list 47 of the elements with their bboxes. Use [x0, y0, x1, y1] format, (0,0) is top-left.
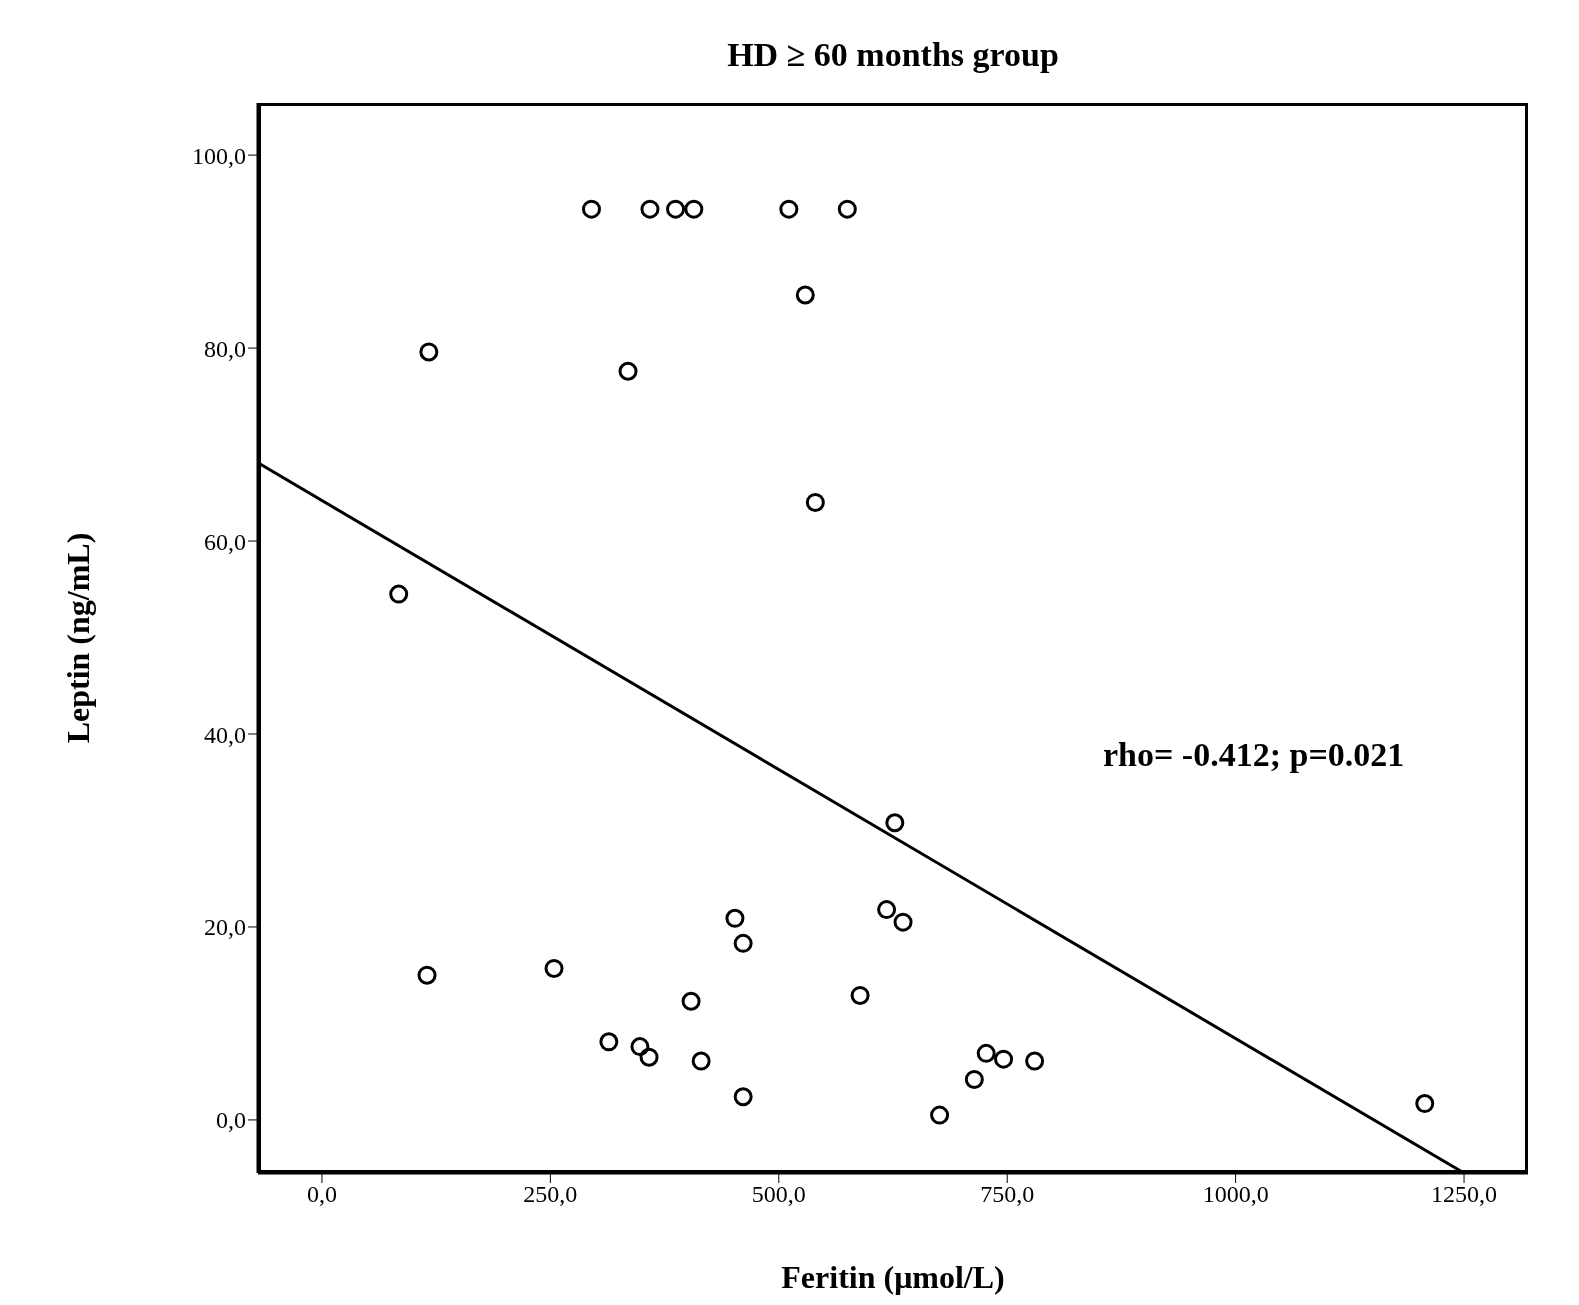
- point: [666, 199, 686, 219]
- y-tick-label: 80,0: [204, 335, 246, 362]
- point: [733, 1087, 753, 1107]
- point: [976, 1043, 996, 1063]
- point: [630, 1037, 650, 1057]
- point: [581, 199, 601, 219]
- point: [419, 342, 439, 362]
- x-tick-label: 750,0: [980, 1181, 1035, 1208]
- point: [994, 1049, 1014, 1069]
- x-axis-title: Feritin (μmol/L): [781, 1259, 1005, 1295]
- point: [1025, 1051, 1045, 1071]
- annotation: rho= -0.412; p=0.021: [1103, 736, 1405, 774]
- x-tick-label: 0,0: [306, 1181, 337, 1208]
- point: [640, 199, 660, 219]
- y-tick-label: 100,0: [192, 142, 246, 169]
- point: [779, 199, 799, 219]
- point: [837, 199, 857, 219]
- point: [805, 492, 825, 512]
- point: [681, 991, 701, 1011]
- chart-title: HD ≥ 60 months group: [726, 36, 1060, 74]
- point: [930, 1105, 950, 1125]
- point: [599, 1032, 619, 1052]
- point: [964, 1069, 984, 1089]
- y-tick-label: 40,0: [204, 721, 246, 748]
- x-tick-label: 250,0: [523, 1181, 578, 1208]
- y-tick-label: 60,0: [204, 528, 246, 555]
- point: [417, 965, 437, 985]
- point: [389, 584, 409, 604]
- point: [885, 813, 905, 833]
- point: [795, 285, 815, 305]
- y-tick-label: 20,0: [204, 914, 246, 941]
- point: [639, 1047, 659, 1067]
- point: [877, 900, 897, 920]
- point: [618, 361, 638, 381]
- point: [544, 958, 564, 978]
- x-tick-label: 1250,0: [1431, 1181, 1498, 1208]
- point: [850, 985, 870, 1005]
- y-axis-title: Leptin (ng/mL): [60, 532, 97, 744]
- point: [725, 908, 745, 928]
- x-tick-label: 500,0: [751, 1181, 806, 1208]
- point: [733, 933, 753, 953]
- x-tick-label: 1000,0: [1202, 1181, 1269, 1208]
- y-tick-label: 0,0: [216, 1107, 246, 1134]
- point: [691, 1051, 711, 1071]
- point: [893, 912, 913, 932]
- point: [684, 199, 704, 219]
- point: [1415, 1094, 1435, 1114]
